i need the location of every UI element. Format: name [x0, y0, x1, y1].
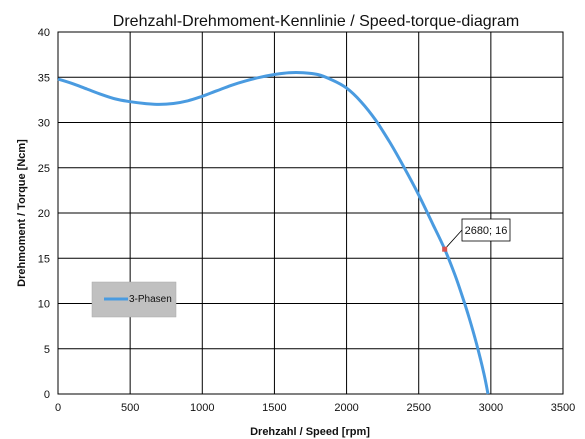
x-tick-label: 3500: [551, 402, 575, 414]
x-tick-label: 3000: [479, 402, 503, 414]
annotation-marker: [442, 246, 448, 252]
annotation-box: [461, 218, 511, 242]
x-tick-labels: 0 500 1000 1500 2000 2500 3000 3500: [55, 402, 575, 414]
legend-label-3-phasen: 3-Phasen: [129, 294, 172, 305]
annotation-layer: 2680; 16: [442, 218, 511, 252]
annotation-label: 2680; 16: [465, 225, 508, 237]
plot-area-frame: [57, 31, 564, 395]
annotation-leader-line: [444, 229, 463, 250]
series-layer: [57, 70, 490, 395]
x-tick-label: 2500: [406, 402, 430, 414]
y-tick-label: 20: [38, 208, 50, 220]
x-axis-label: Drehzahl / Speed [rpm]: [250, 426, 370, 438]
y-tick-label: 5: [44, 344, 50, 356]
legend: 3-Phasen: [91, 281, 177, 318]
x-tick-label: 1500: [262, 402, 286, 414]
y-tick-label: 40: [38, 27, 50, 39]
series-line-3-phasen: [57, 70, 490, 395]
y-tick-label: 0: [44, 389, 50, 401]
x-tick-label: 500: [121, 402, 139, 414]
x-tick-label: 2000: [334, 402, 358, 414]
y-tick-labels: 0 5 10 15 20 25 30 35 40: [38, 27, 50, 401]
y-axis-label: Drehmoment / Torque [Ncm]: [16, 139, 28, 287]
y-tick-label: 25: [38, 163, 50, 175]
chart-title: Drehzahl-Drehmoment-Kennlinie / Speed-to…: [113, 13, 519, 30]
y-tick-label: 15: [38, 253, 50, 265]
x-tick-label: 0: [55, 402, 61, 414]
x-tick-label: 1000: [190, 402, 214, 414]
y-tick-label: 35: [38, 72, 50, 84]
y-tick-label: 30: [38, 118, 50, 130]
y-tick-label: 10: [38, 299, 50, 311]
grid: [58, 32, 563, 394]
